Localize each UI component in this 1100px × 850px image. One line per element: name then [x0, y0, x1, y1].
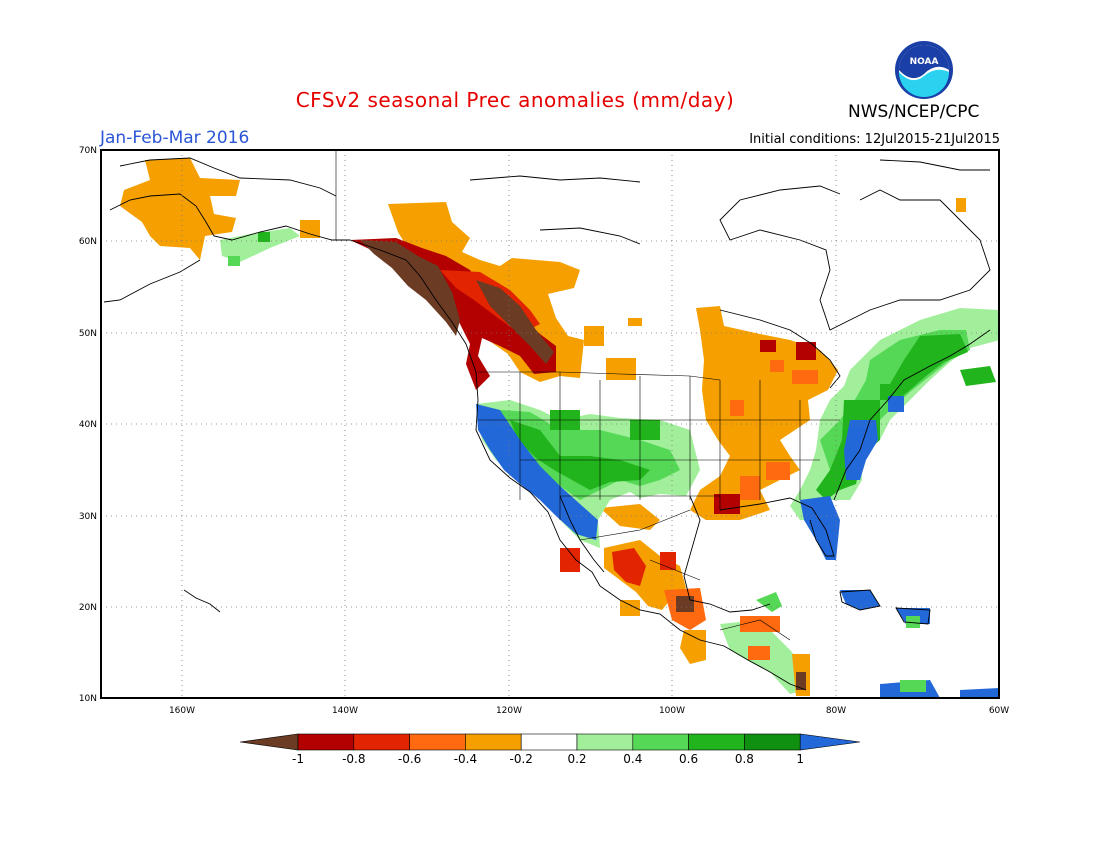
lat-label: 60N [79, 237, 97, 247]
colorbar-label: 0.6 [679, 752, 698, 766]
lon-label: 160W [169, 706, 195, 716]
lon-label: 80W [826, 706, 846, 716]
colorbar-swatch [353, 733, 410, 751]
colorbar-swatch [688, 733, 745, 751]
season-label: Jan-Feb-Mar 2016 [100, 128, 250, 148]
chart-title: CFSv2 seasonal Prec anomalies (mm/day) [295, 88, 735, 112]
colorbar-swatch [297, 733, 355, 751]
colorbar-label: -0.8 [342, 752, 365, 766]
colorbar-swatch [520, 733, 578, 751]
longitude-labels: 160W 140W 120W 100W 80W 60W [169, 706, 1009, 716]
colorbar-swatch [744, 733, 801, 751]
colorbar-label: 0.4 [623, 752, 642, 766]
lat-label: 50N [79, 329, 97, 339]
colorbar-label: -0.2 [509, 752, 532, 766]
lat-label: 70N [79, 146, 97, 156]
logo-text: NOAA [910, 57, 939, 67]
colorbar-label: 0.2 [567, 752, 586, 766]
lon-label: 100W [659, 706, 685, 716]
coastlines [103, 157, 991, 691]
lon-label: 140W [332, 706, 358, 716]
colorbar-label: -0.6 [398, 752, 421, 766]
colorbar-label: -0.4 [454, 752, 477, 766]
colorbar-arrow-high [799, 733, 861, 751]
colorbar-swatch [576, 733, 634, 751]
colorbar: -1 -0.8 -0.6 -0.4 -0.2 0.2 0.4 0.6 0.8 1 [239, 733, 861, 766]
lon-label: 60W [989, 706, 1009, 716]
lat-label: 30N [79, 512, 97, 522]
initial-conditions-label: Initial conditions: 12Jul2015-21Jul2015 [749, 132, 1000, 147]
latitude-labels: 70N 60N 50N 40N 30N 20N 10N [79, 146, 97, 704]
lat-label: 10N [79, 694, 97, 704]
lon-label: 120W [496, 706, 522, 716]
colorbar-label: 0.8 [735, 752, 754, 766]
agency-label: NWS/NCEP/CPC [848, 102, 980, 122]
anomaly-fields [120, 158, 999, 698]
noaa-logo: NOAA [895, 41, 953, 99]
colorbar-swatch [465, 733, 522, 751]
lat-label: 20N [79, 603, 97, 613]
lat-label: 40N [79, 420, 97, 430]
colorbar-label: 1 [796, 752, 804, 766]
political-borders [335, 150, 840, 641]
map-frame [100, 149, 1000, 699]
colorbar-swatch [632, 733, 689, 751]
colorbar-label: -1 [292, 752, 304, 766]
colorbar-arrow-low [239, 733, 299, 751]
colorbar-swatch [409, 733, 466, 751]
